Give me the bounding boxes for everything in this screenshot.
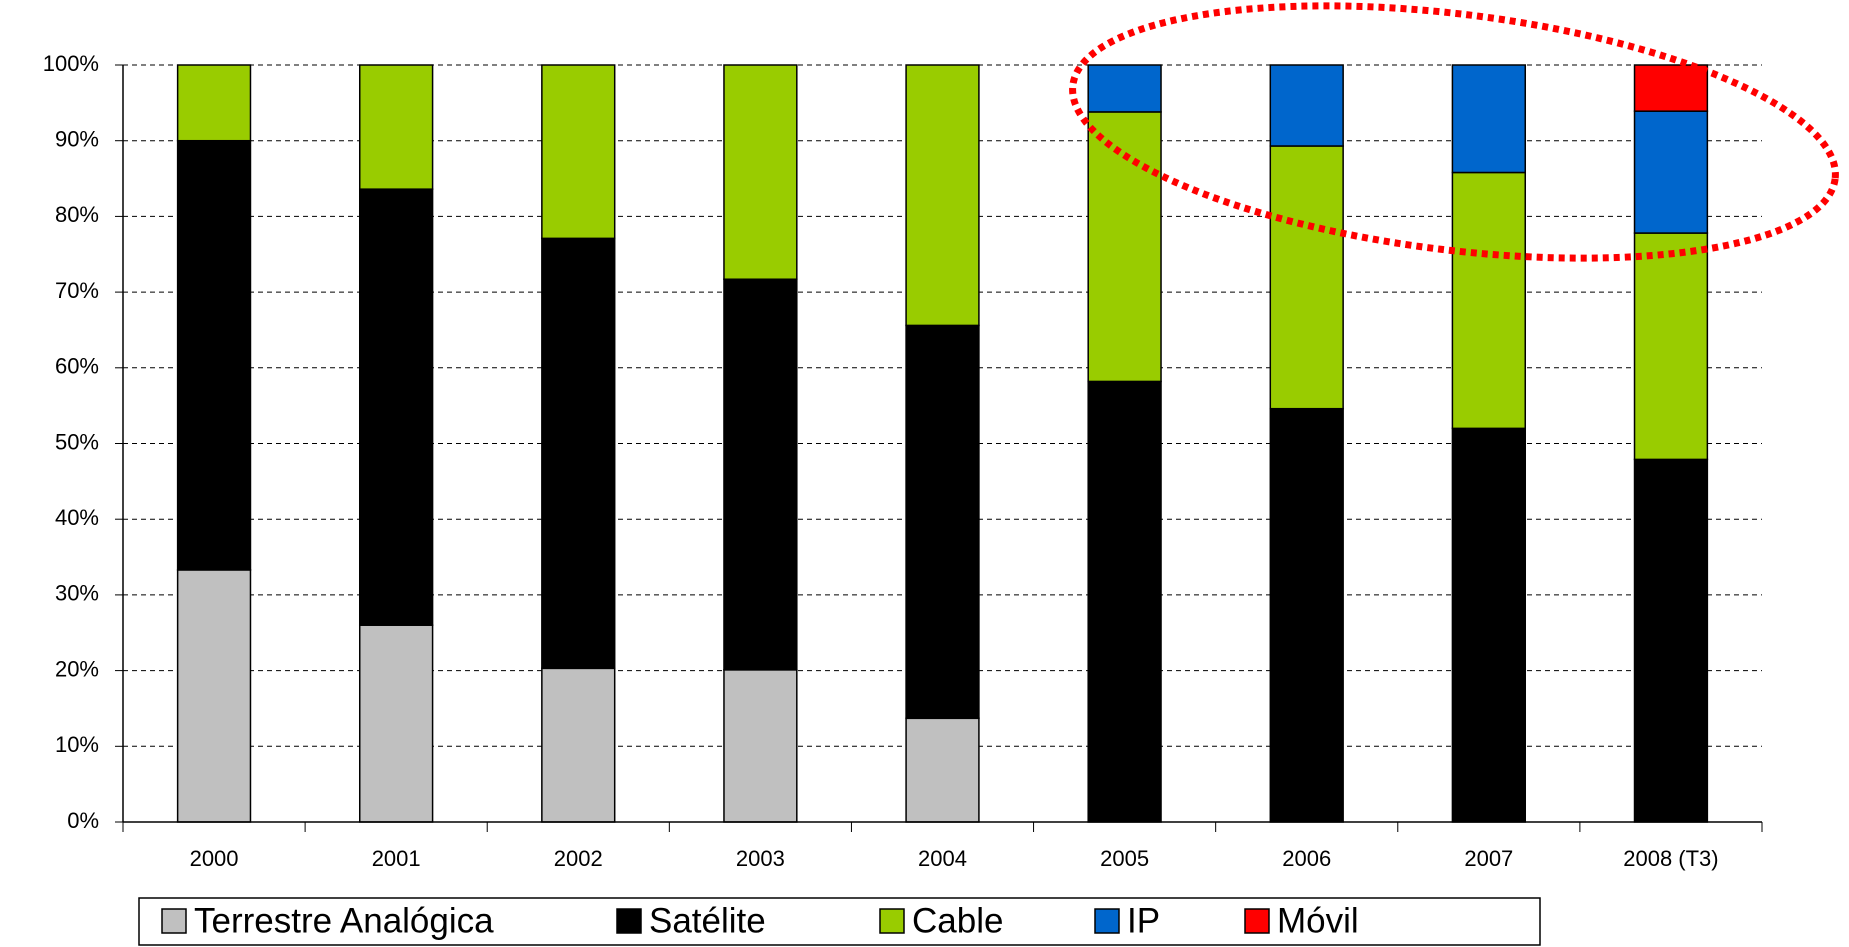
x-tick-label: 2006 [1282, 846, 1331, 871]
bar-segment [1451, 171, 1527, 430]
legend-swatch [1094, 908, 1120, 934]
bar-segment [1087, 111, 1162, 383]
bar-segment [1451, 427, 1527, 823]
bar-segment [541, 667, 616, 823]
y-tick-label: 80% [55, 202, 99, 227]
bar-segment [723, 278, 798, 671]
y-tick-label: 60% [55, 354, 99, 379]
legend-label: Cable [912, 901, 1003, 940]
highlight-ellipse [1069, 2, 1839, 262]
bar-segment [541, 237, 616, 670]
bar-segment [541, 64, 616, 240]
y-tick-label: 100% [43, 51, 99, 76]
bar-segment [905, 64, 980, 327]
bar-segment [905, 324, 980, 720]
y-tick-label: 0% [67, 808, 99, 833]
x-tick-label: 2000 [190, 846, 239, 871]
x-tick-label: 2003 [736, 846, 785, 871]
x-tick-label: 2004 [918, 846, 967, 871]
bar-segment [1633, 232, 1709, 461]
bar-segment [1633, 64, 1709, 112]
x-tick-label: 2008 (T3) [1623, 846, 1718, 871]
legend-label: Satélite [649, 901, 766, 940]
legend-swatch [616, 908, 642, 934]
x-tick-label: 2007 [1464, 846, 1513, 871]
bar-segment [176, 139, 252, 571]
legend-swatch [1244, 908, 1270, 934]
y-tick-label: 70% [55, 278, 99, 303]
bar-segment [723, 64, 798, 280]
y-tick-label: 20% [55, 656, 99, 681]
x-tick-label: 2002 [554, 846, 603, 871]
bar-segment [358, 64, 434, 190]
y-tick-label: 90% [55, 127, 99, 152]
y-tick-label: 10% [55, 732, 99, 757]
y-tick-label: 40% [55, 505, 99, 530]
bar-segment [176, 64, 252, 142]
x-tick-label: 2005 [1100, 846, 1149, 871]
legend-swatch [161, 908, 187, 934]
legend-label: Móvil [1277, 901, 1359, 940]
bar-segment [1269, 64, 1344, 147]
legend-label: Terrestre Analógica [194, 901, 494, 940]
bar-segment [1633, 458, 1709, 823]
bar-segment [176, 569, 252, 823]
bar-segment [723, 669, 798, 823]
bar-segment [358, 624, 434, 823]
bar-segment [1633, 110, 1709, 234]
legend-box [138, 897, 1541, 946]
y-tick-label: 50% [55, 429, 99, 454]
bar-segment [1269, 145, 1344, 410]
bar-segment [358, 188, 434, 626]
bar-segment [905, 717, 980, 823]
y-tick-label: 30% [55, 581, 99, 606]
x-tick-label: 2001 [372, 846, 421, 871]
bar-segment [1269, 407, 1344, 823]
legend-swatch [879, 908, 905, 934]
bar-segment [1087, 64, 1162, 113]
bar-segment [1087, 380, 1162, 823]
legend-label: IP [1127, 901, 1160, 940]
bar-segment [1451, 64, 1527, 174]
